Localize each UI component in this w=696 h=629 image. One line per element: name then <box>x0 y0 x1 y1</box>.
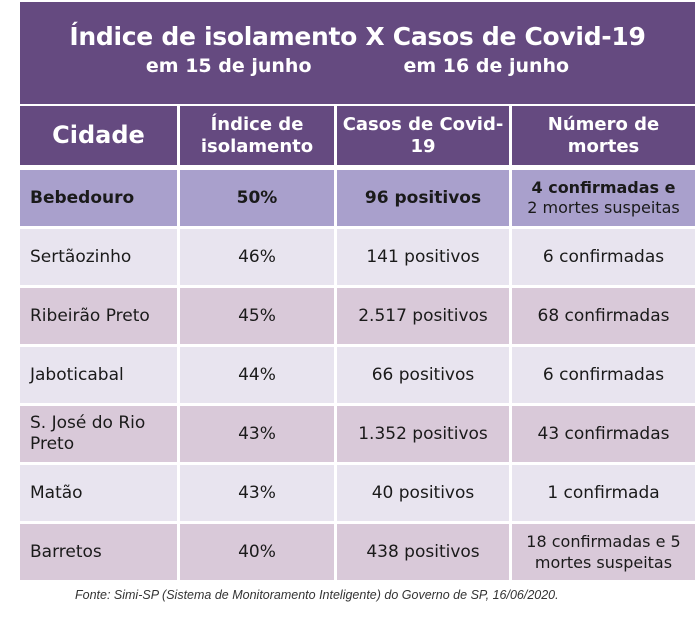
infographic-table: Índice de isolamento X Casos de Covid-19… <box>20 2 695 580</box>
city-cell: Sertãozinho <box>20 229 180 285</box>
data-table: Cidade Índice de isolamento Casos de Cov… <box>20 106 695 583</box>
city-cell: Bebedouro <box>20 170 180 226</box>
cases-cell: 438 positivos <box>337 524 512 580</box>
cases-cell: 66 positivos <box>337 347 512 403</box>
deaths-suspected: 2 mortes suspeitas <box>527 198 680 217</box>
cases-cell: 96 positivos <box>337 170 512 226</box>
table-header-row: Cidade Índice de isolamento Casos de Cov… <box>20 106 695 165</box>
city-cell: Barretos <box>20 524 180 580</box>
table-row: Jaboticabal 44% 66 positivos 6 confirmad… <box>20 347 695 403</box>
source-note: Fonte: Simi-SP (Sistema de Monitoramento… <box>75 588 559 602</box>
city-cell: Ribeirão Preto <box>20 288 180 344</box>
table-row-bebedouro: Bebedouro 50% 96 positivos 4 confirmadas… <box>20 170 695 226</box>
isolation-cell: 46% <box>180 229 337 285</box>
isolation-cell: 45% <box>180 288 337 344</box>
deaths-cell: 43 confirmadas <box>537 423 670 444</box>
date-cases: em 16 de junho <box>403 55 570 77</box>
deaths-cell: 6 confirmadas <box>542 246 665 267</box>
deaths-cell: 4 confirmadas e 2 mortes suspeitas <box>512 170 695 226</box>
table-row: Barretos 40% 438 positivos 18 confirmada… <box>20 524 695 580</box>
isolation-cell: 43% <box>180 406 337 462</box>
table-row: S. José do Rio Preto 43% 1.352 positivos… <box>20 406 695 462</box>
table-row: Ribeirão Preto 45% 2.517 positivos 68 co… <box>20 288 695 344</box>
table-row: Sertãozinho 46% 141 positivos 6 confirma… <box>20 229 695 285</box>
deaths-cell: 68 confirmadas <box>537 305 670 326</box>
city-cell: S. José do Rio Preto <box>20 406 180 462</box>
deaths-cell: 6 confirmadas <box>542 364 665 385</box>
header-deaths: Número de mortes <box>547 113 660 157</box>
subtitle-dates: em 15 de junho em 16 de junho <box>20 54 695 79</box>
title: Índice de isolamento X Casos de Covid-19 <box>69 22 646 51</box>
cases-cell: 141 positivos <box>337 229 512 285</box>
isolation-cell: 43% <box>180 465 337 521</box>
date-isolation: em 15 de junho <box>145 55 312 77</box>
deaths-confirmed: 4 confirmadas e <box>531 178 676 197</box>
table-row: Matão 43% 40 positivos 1 confirmada <box>20 465 695 521</box>
cases-cell: 2.517 positivos <box>337 288 512 344</box>
header-city: Cidade <box>20 106 180 165</box>
cases-cell: 40 positivos <box>337 465 512 521</box>
city-cell: Jaboticabal <box>20 347 180 403</box>
isolation-cell: 50% <box>180 170 337 226</box>
deaths-cell: 18 confirmadas e 5 mortes suspeitas <box>526 532 681 572</box>
deaths-cell: 1 confirmada <box>547 482 660 503</box>
isolation-cell: 44% <box>180 347 337 403</box>
cases-cell: 1.352 positivos <box>337 406 512 462</box>
header-isolation: Índice de isolamento <box>180 106 337 165</box>
header-cases: Casos de Covid-19 <box>337 106 512 165</box>
isolation-cell: 40% <box>180 524 337 580</box>
city-cell: Matão <box>20 465 180 521</box>
title-banner: Índice de isolamento X Casos de Covid-19… <box>20 2 695 104</box>
